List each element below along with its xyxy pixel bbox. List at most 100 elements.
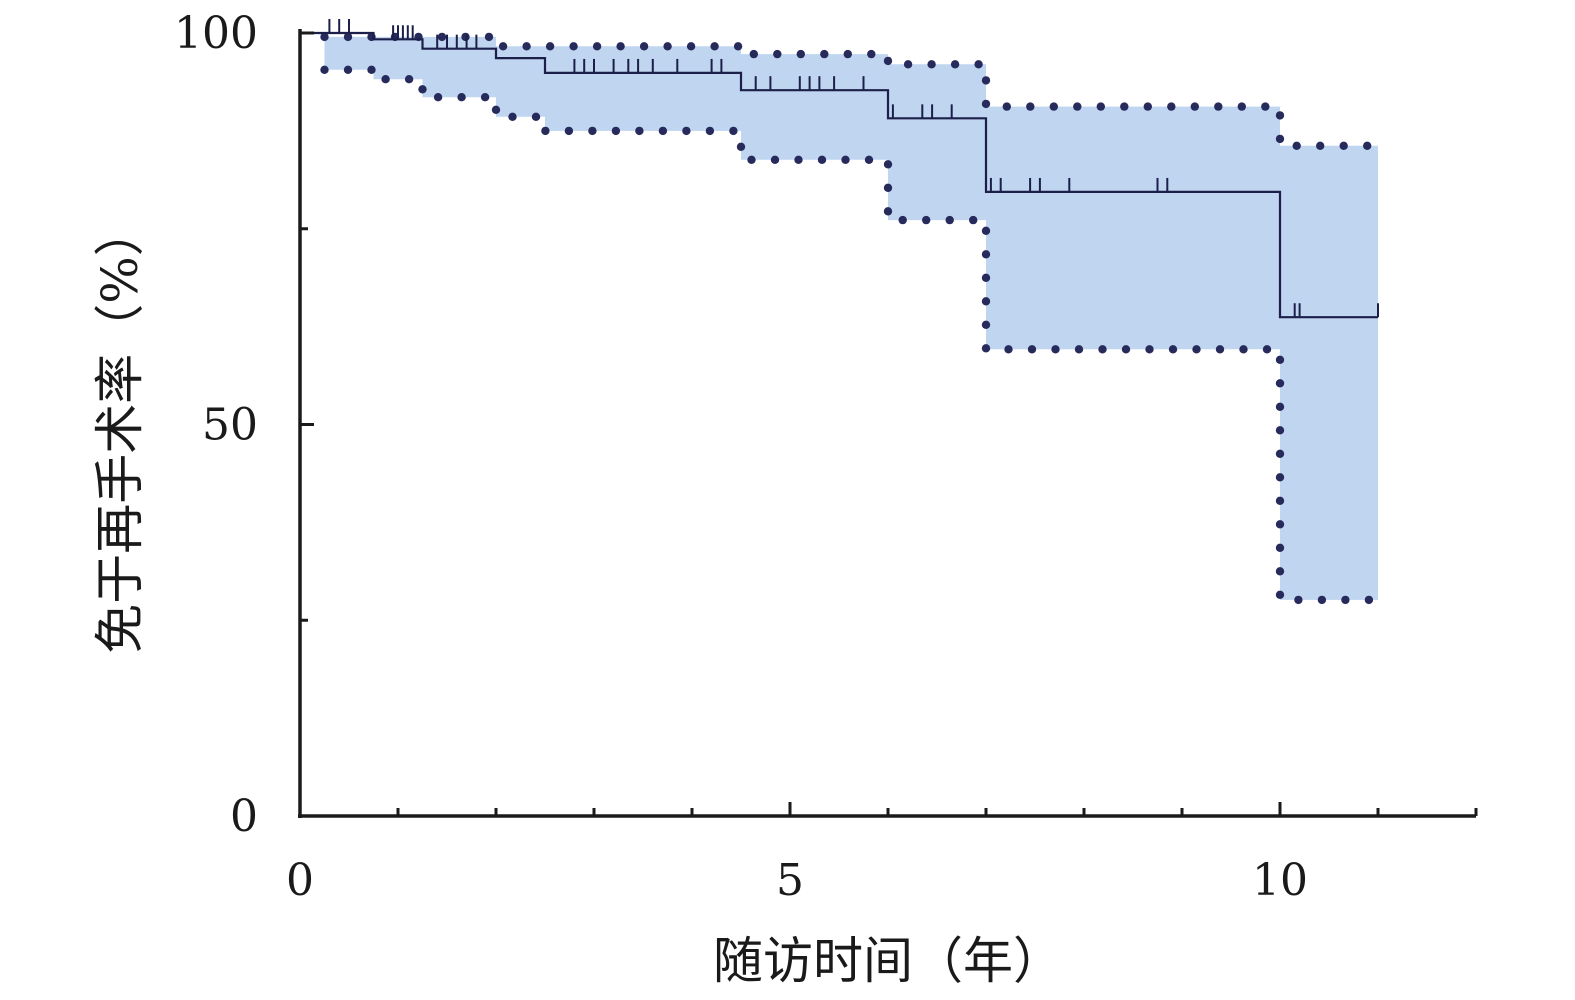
y-axis-title: 免于再手术率（%） — [91, 206, 149, 654]
confidence-bound-dots-group — [320, 32, 1374, 605]
upper-bound-dot — [820, 49, 829, 59]
lower-bound-dot — [508, 112, 517, 122]
lower-bound-dot — [1121, 345, 1131, 354]
lower-bound-dot — [945, 215, 954, 225]
upper-bound-dot — [1073, 102, 1082, 111]
lower-bound-dot — [682, 126, 691, 136]
upper-bound-dot — [1190, 102, 1200, 111]
lower-bound-dot — [1192, 345, 1201, 354]
lower-bound-dot — [747, 155, 756, 164]
y-tick-label: 100 — [174, 8, 258, 59]
upper-bound-dot — [320, 32, 329, 42]
lower-bound-dot — [1275, 496, 1285, 505]
survival-curve-group — [300, 31, 1378, 319]
lower-bound-dot — [981, 344, 991, 353]
lower-bound-dot — [381, 75, 390, 84]
lower-bound-dot — [864, 155, 874, 164]
upper-bound-dot — [981, 99, 991, 109]
lower-bound-dot — [367, 65, 376, 75]
upper-bound-dot — [1292, 141, 1301, 150]
lower-bound-dot — [736, 142, 746, 151]
survival-curve — [300, 31, 1378, 319]
upper-bound-dot — [1275, 111, 1285, 120]
lower-bound-dot — [1098, 345, 1107, 354]
lower-bound-dot — [635, 126, 644, 136]
x-tick-label: 5 — [776, 855, 804, 906]
upper-bound-dot — [592, 42, 602, 51]
upper-bound-dot — [950, 60, 960, 69]
lower-bound-dot — [541, 126, 550, 136]
lower-bound-dot — [981, 297, 991, 306]
upper-bound-dot — [343, 32, 353, 42]
lower-bound-dot — [1275, 543, 1285, 552]
lower-bound-dot — [564, 126, 574, 136]
upper-bound-dot — [461, 32, 470, 42]
lower-bound-dot — [898, 215, 907, 225]
lower-bound-dot — [1275, 590, 1285, 599]
lower-bound-dot — [1275, 449, 1285, 458]
lower-bound-dot — [658, 126, 668, 136]
lower-bound-dot — [841, 155, 850, 164]
lower-bound-dot — [1275, 379, 1285, 388]
lower-bound-dot — [1168, 345, 1178, 354]
lower-bound-dot — [981, 320, 991, 329]
lower-bound-dot — [491, 105, 501, 115]
lower-bound-dot — [981, 273, 991, 282]
lower-bound-dot — [981, 250, 991, 259]
upper-bound-dot — [498, 42, 508, 51]
upper-bound-dot — [843, 49, 852, 59]
axes-group — [298, 29, 1478, 818]
lower-bound-dot — [1027, 345, 1037, 354]
upper-bound-dot — [927, 60, 936, 69]
lower-bound-dot — [1215, 345, 1225, 354]
upper-bound-dot — [1096, 102, 1106, 111]
lower-bound-dot — [1341, 595, 1350, 605]
lower-bound-dot — [1294, 595, 1303, 605]
lower-bound-dot — [1051, 345, 1060, 354]
upper-bound-dot — [1316, 141, 1325, 150]
confidence-band-group — [324, 36, 1378, 600]
lower-bound-dot — [883, 207, 893, 216]
upper-bound-dot — [1275, 134, 1285, 144]
lower-bound-dot — [883, 160, 893, 169]
upper-bound-dot — [883, 56, 893, 66]
upper-bound-dot — [749, 49, 758, 59]
upper-bound-dot — [616, 42, 625, 51]
upper-bound-dot — [522, 42, 531, 51]
censor-marks-group — [328, 19, 1379, 318]
upper-bound-dot — [1167, 102, 1176, 111]
y-tick-label: 50 — [202, 400, 258, 451]
upper-bound-dot — [981, 76, 991, 85]
upper-bound-dot — [974, 60, 983, 69]
lower-bound-dot — [531, 112, 541, 122]
lower-bound-dot — [1275, 567, 1285, 576]
x-tick-label: 0 — [286, 855, 314, 906]
lower-bound-dot — [1275, 402, 1285, 411]
lower-bound-dot — [770, 155, 780, 164]
upper-bound-dot — [663, 42, 672, 51]
lower-bound-dot — [433, 93, 443, 102]
lower-bound-dot — [1275, 520, 1285, 529]
lower-bound-dot — [404, 75, 414, 84]
upper-bound-dot — [1363, 141, 1372, 150]
lower-bound-dot — [883, 183, 893, 192]
upper-bound-dot — [1143, 102, 1153, 111]
lower-bound-dot — [1364, 595, 1374, 605]
y-tick-label: 0 — [230, 791, 258, 842]
upper-bound-dot — [437, 32, 447, 42]
lower-bound-dot — [1275, 355, 1285, 364]
upper-bound-dot — [686, 42, 696, 51]
upper-bound-dot — [545, 42, 555, 51]
lower-bound-dot — [705, 126, 715, 136]
upper-bound-dot — [1120, 102, 1129, 111]
upper-bound-dot — [1339, 141, 1348, 150]
lower-bound-dot — [1275, 473, 1285, 482]
lower-bound-dot — [817, 155, 827, 164]
lower-bound-dot — [1317, 595, 1327, 605]
upper-bound-dot — [796, 49, 805, 59]
x-tick-label: 10 — [1252, 855, 1308, 906]
lower-bound-dot — [480, 93, 490, 102]
confidence-band — [324, 36, 1378, 600]
lower-bound-dot — [922, 215, 931, 225]
lower-bound-dot — [588, 126, 597, 136]
